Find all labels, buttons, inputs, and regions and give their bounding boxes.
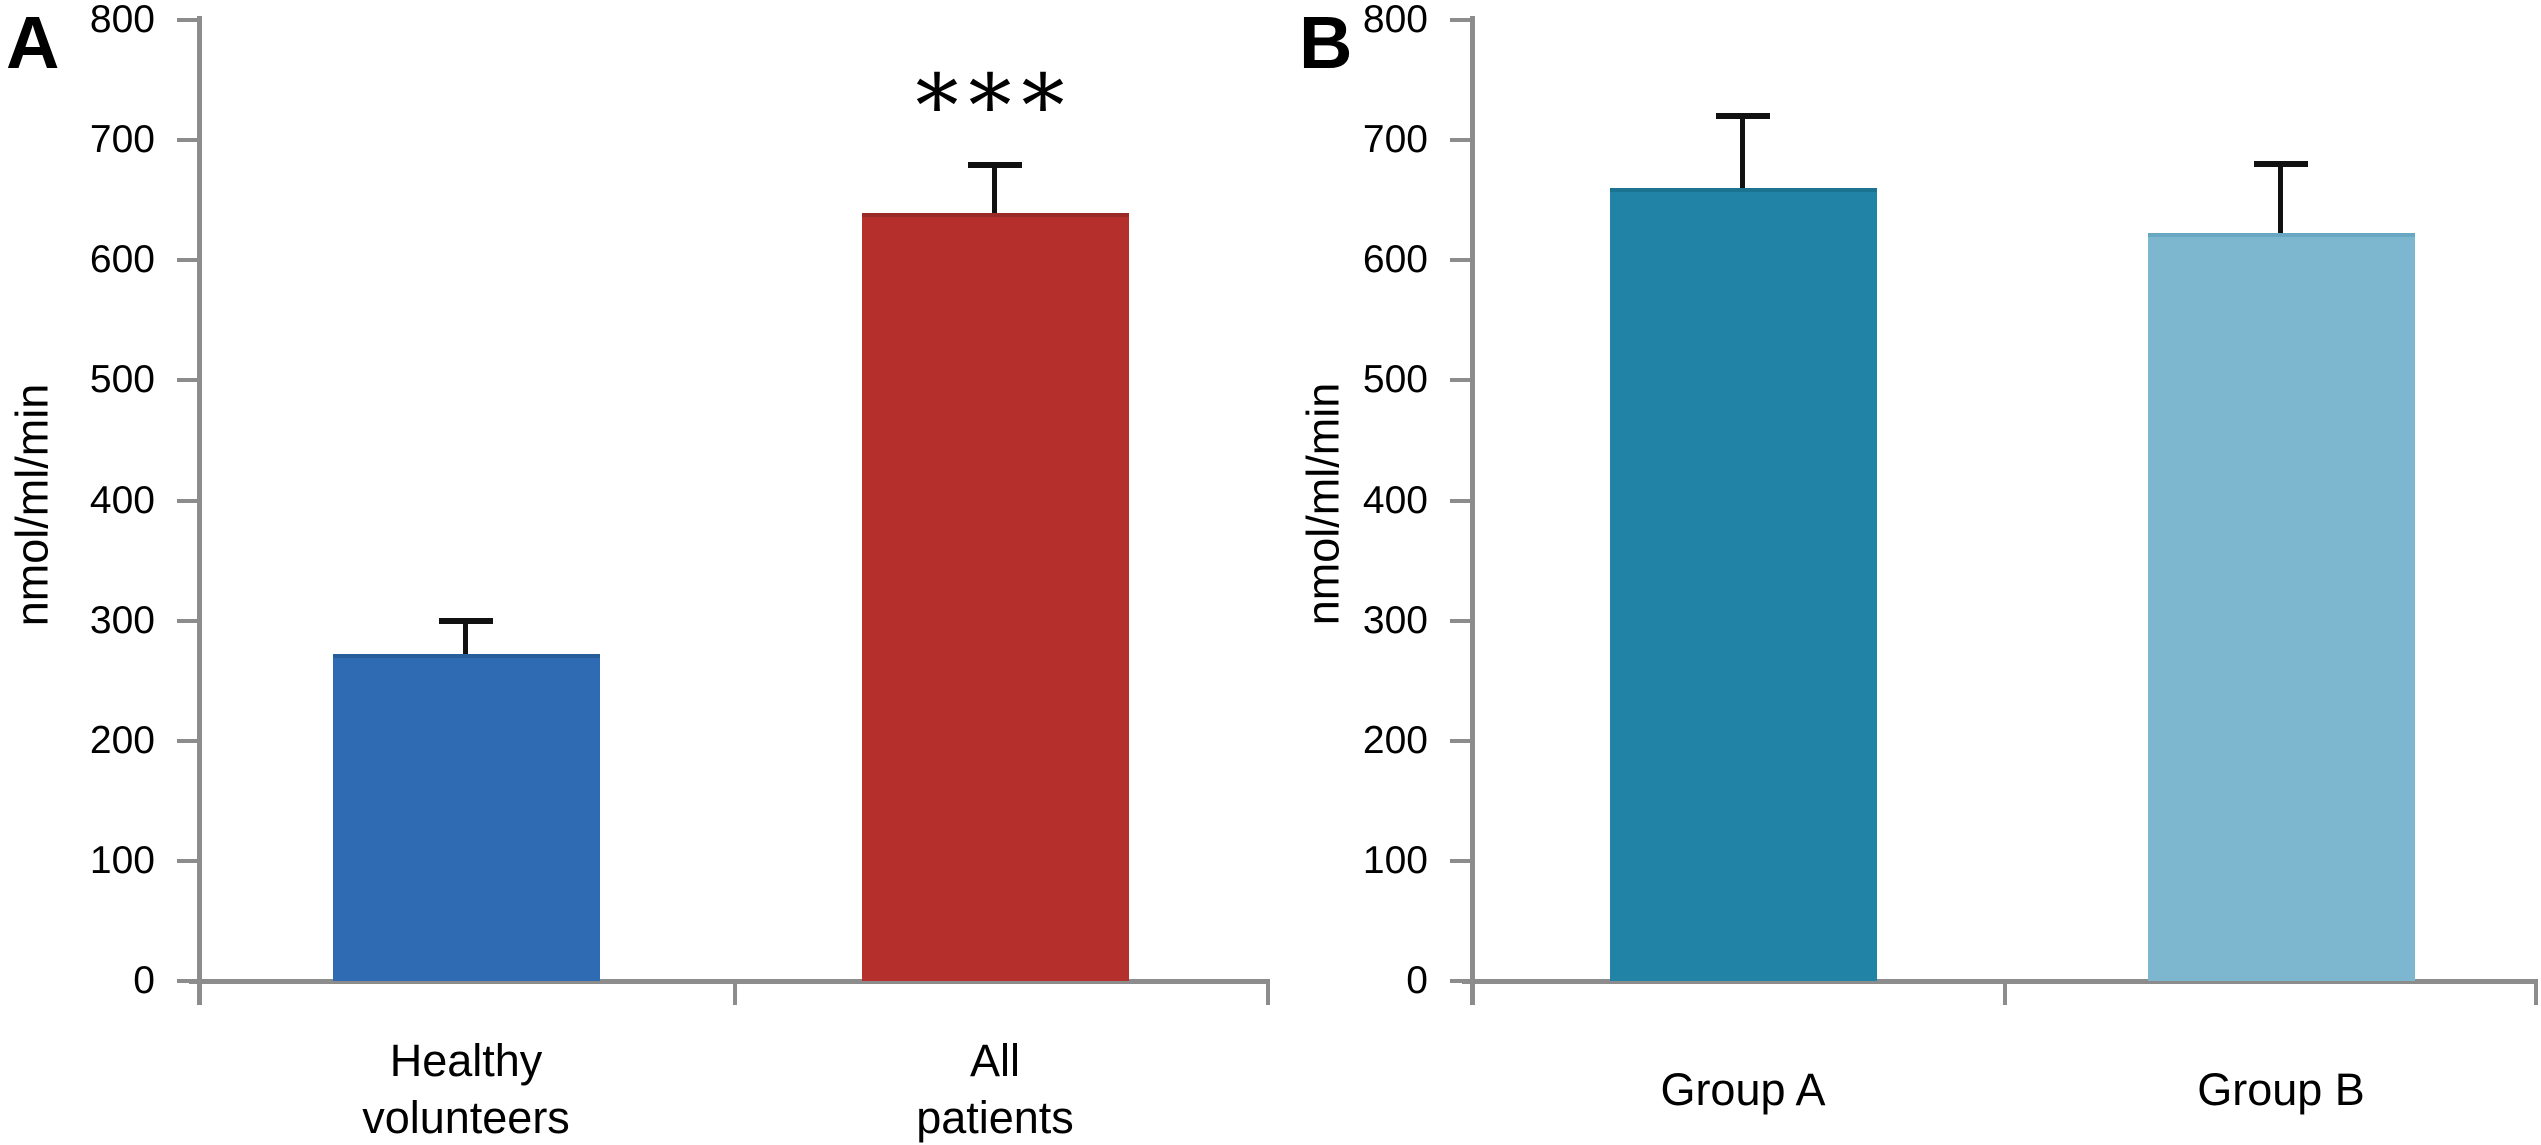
error-bar-line xyxy=(463,620,468,655)
y-tick xyxy=(1450,979,1472,983)
y-tick xyxy=(177,858,199,863)
x-axis xyxy=(1462,979,2538,984)
y-tick-label: 600 xyxy=(1362,238,1428,282)
y-tick xyxy=(177,498,199,503)
y-tick xyxy=(1450,858,1472,863)
y-tick-label: 600 xyxy=(89,238,155,282)
x-category-label-line: Group A xyxy=(1660,1063,1826,1115)
y-tick-label: 400 xyxy=(1362,478,1428,522)
y-tick-label: 700 xyxy=(1362,118,1428,162)
x-axis-tick xyxy=(733,983,737,1005)
significance-stars: *** xyxy=(915,57,1075,157)
error-bar-line xyxy=(2278,164,2283,233)
y-tick xyxy=(177,618,199,623)
y-tick xyxy=(1450,498,1472,503)
error-bar-cap xyxy=(439,617,493,624)
panel-b-letter: B xyxy=(1299,1,1353,84)
error-bar-line xyxy=(1740,116,1745,189)
y-tick xyxy=(1450,378,1472,383)
y-tick-label: 0 xyxy=(133,959,155,1002)
x-axis-tick xyxy=(2003,983,2007,1005)
y-tick xyxy=(177,138,199,143)
y-tick xyxy=(1450,618,1472,623)
y-tick xyxy=(177,258,199,263)
y-tick-label: 800 xyxy=(1362,0,1428,41)
y-tick-label: 800 xyxy=(89,0,155,41)
x-axis xyxy=(189,979,1270,984)
x-category-label: Group B xyxy=(2021,1033,2541,1145)
y-tick-label: 100 xyxy=(1362,838,1428,882)
bar xyxy=(861,213,1129,981)
x-category-label-line: Healthy xyxy=(389,1035,543,1086)
y-tick xyxy=(1450,138,1472,143)
y-tick-label: 700 xyxy=(89,118,155,162)
error-bar-cap xyxy=(2254,161,2308,168)
y-axis xyxy=(197,16,202,1005)
y-tick-label: 400 xyxy=(89,478,155,522)
y-tick-label: 500 xyxy=(89,358,155,402)
y-tick-label: 200 xyxy=(89,718,155,762)
y-tick-label: 300 xyxy=(89,598,155,642)
x-category-label-line: All xyxy=(969,1035,1020,1086)
y-tick-label: 200 xyxy=(1362,718,1428,762)
x-category-label: Healthy volunteers xyxy=(206,1033,726,1145)
x-category-label: All patients xyxy=(735,1033,1255,1145)
y-tick xyxy=(1450,258,1472,263)
y-tick-label: 0 xyxy=(1406,959,1428,1002)
panel-b: B nmol/ml/min 0 100 200 300 400 500 600 700 800 G… xyxy=(1271,0,2541,1145)
x-category-label: Group A xyxy=(1483,1033,2003,1145)
y-tick xyxy=(177,18,199,22)
x-category-label-line: patients xyxy=(916,1092,1074,1143)
x-axis-tick xyxy=(2534,983,2538,1005)
bar xyxy=(1609,188,1877,981)
x-category-label-line: Group B xyxy=(2197,1063,2365,1115)
panel-a: A nmol/ml/min 0 100 200 300 400 500 600 700 800 H… xyxy=(6,0,1270,1145)
error-bar-cap xyxy=(968,162,1022,169)
x-category-label-line: volunteers xyxy=(362,1092,570,1143)
bar xyxy=(332,654,600,981)
y-tick xyxy=(1450,18,1472,22)
y-tick xyxy=(177,378,199,383)
y-tick-label: 100 xyxy=(89,838,155,882)
x-axis-tick xyxy=(1266,983,1270,1005)
y-axis xyxy=(1470,16,1475,1005)
y-tick-label: 300 xyxy=(1362,598,1428,642)
y-tick xyxy=(177,738,199,743)
y-tick xyxy=(177,979,199,983)
error-bar-line xyxy=(992,165,997,214)
bar xyxy=(2147,232,2415,981)
y-tick xyxy=(1450,738,1472,743)
y-tick-label: 500 xyxy=(1362,358,1428,402)
panel-a-letter: A xyxy=(6,1,60,84)
error-bar-cap xyxy=(1716,113,1770,120)
